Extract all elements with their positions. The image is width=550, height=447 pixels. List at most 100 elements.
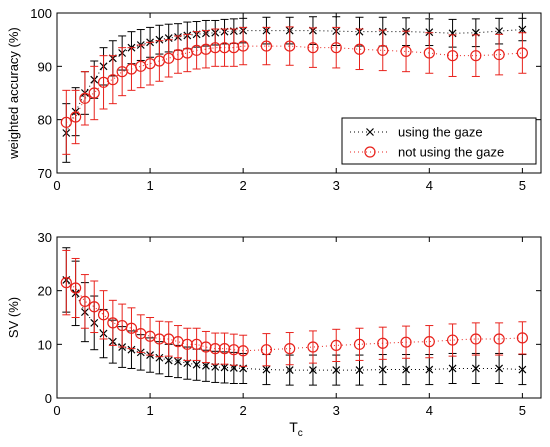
x-tick-label: 1 xyxy=(146,178,153,193)
error-bar xyxy=(201,330,210,364)
data-point xyxy=(163,52,175,64)
data-point-stroke xyxy=(518,365,527,374)
error-bar xyxy=(239,26,248,66)
data-point-stroke xyxy=(448,364,457,373)
error-bar xyxy=(192,327,201,361)
data-point xyxy=(155,353,164,362)
error-bar xyxy=(518,321,527,355)
error-bar xyxy=(192,31,201,70)
data-point xyxy=(353,338,366,350)
data-point xyxy=(448,364,457,373)
y-axis-label: weighted accuracy (%) xyxy=(6,27,21,160)
data-point xyxy=(307,42,319,54)
error-bar xyxy=(90,65,99,121)
error-bar xyxy=(183,327,192,361)
y-tick-label: 70 xyxy=(38,166,52,181)
series-line xyxy=(66,45,523,123)
data-point-stroke xyxy=(127,345,136,354)
data-point xyxy=(425,365,434,374)
data-point xyxy=(220,363,229,372)
data-point-stroke xyxy=(402,365,410,374)
data-point xyxy=(425,28,434,37)
legend: using the gaze not using the gaze xyxy=(341,117,537,165)
data-point xyxy=(355,366,364,375)
data-point xyxy=(471,364,480,373)
data-point xyxy=(495,364,504,373)
error-bar xyxy=(495,322,504,356)
error-bar xyxy=(355,28,364,71)
y-tick-label: 80 xyxy=(38,113,52,128)
error-bar xyxy=(425,325,434,359)
data-point xyxy=(516,47,528,59)
error-bar xyxy=(155,320,164,358)
error-bar xyxy=(308,330,317,364)
legend-box xyxy=(341,117,537,165)
data-point xyxy=(70,111,82,123)
error-bar xyxy=(262,26,271,66)
error-bar xyxy=(146,41,155,86)
error-bar xyxy=(71,89,80,145)
error-bar xyxy=(378,326,387,360)
x-axis-label-main: T xyxy=(289,419,298,435)
error-bar xyxy=(127,47,136,91)
data-point-stroke xyxy=(220,363,229,372)
error-bar xyxy=(378,29,387,72)
data-point xyxy=(174,357,182,366)
data-point-stroke xyxy=(309,366,317,375)
error-bar xyxy=(332,26,341,69)
data-point xyxy=(97,309,110,321)
data-point-stroke xyxy=(192,360,201,369)
data-point-stroke xyxy=(155,353,164,362)
data-point-stroke xyxy=(495,364,504,373)
error-bar xyxy=(495,33,504,76)
data-point xyxy=(516,332,528,344)
data-point xyxy=(209,343,221,355)
error-bar xyxy=(220,28,229,67)
data-point xyxy=(518,25,527,34)
error-bar xyxy=(239,334,248,367)
data-point-stroke xyxy=(164,34,173,42)
x-tick-label: 2 xyxy=(240,403,247,418)
error-bar xyxy=(229,333,238,366)
data-point xyxy=(446,50,459,62)
series-not-using-gaze xyxy=(60,249,528,367)
x-tick-label: 0 xyxy=(53,178,60,193)
x-tick-label: 5 xyxy=(519,403,526,418)
data-point-stroke xyxy=(495,27,504,36)
error-bar xyxy=(201,30,210,69)
error-bar xyxy=(136,314,145,353)
data-point xyxy=(353,43,366,55)
data-point xyxy=(260,40,273,52)
data-point xyxy=(127,345,136,354)
error-bar xyxy=(127,307,136,350)
data-point xyxy=(262,365,271,374)
legend-marker xyxy=(364,146,376,158)
data-point-stroke xyxy=(155,35,164,44)
data-point xyxy=(446,334,459,346)
data-point xyxy=(237,345,249,357)
plot-area xyxy=(56,12,542,174)
x-tick-label: 0 xyxy=(53,403,60,418)
x-tick-label: 4 xyxy=(426,403,433,418)
data-point xyxy=(88,301,100,313)
data-point-stroke xyxy=(174,357,182,366)
x-tick-label: 3 xyxy=(333,178,340,193)
data-point-stroke xyxy=(355,366,364,375)
error-bar xyxy=(118,47,127,97)
x-tick-label: 2 xyxy=(240,178,247,193)
data-point xyxy=(260,344,273,356)
data-point xyxy=(400,45,412,58)
error-bar xyxy=(471,34,480,77)
error-bar xyxy=(211,332,220,365)
error-bar xyxy=(174,35,182,74)
data-point xyxy=(209,42,221,54)
data-point xyxy=(377,337,389,349)
data-point-stroke xyxy=(332,366,341,375)
data-point-stroke xyxy=(425,28,434,37)
data-point xyxy=(164,356,173,365)
data-point xyxy=(285,366,294,375)
data-point xyxy=(470,333,482,345)
data-point-stroke xyxy=(378,365,387,374)
data-point xyxy=(60,277,72,289)
